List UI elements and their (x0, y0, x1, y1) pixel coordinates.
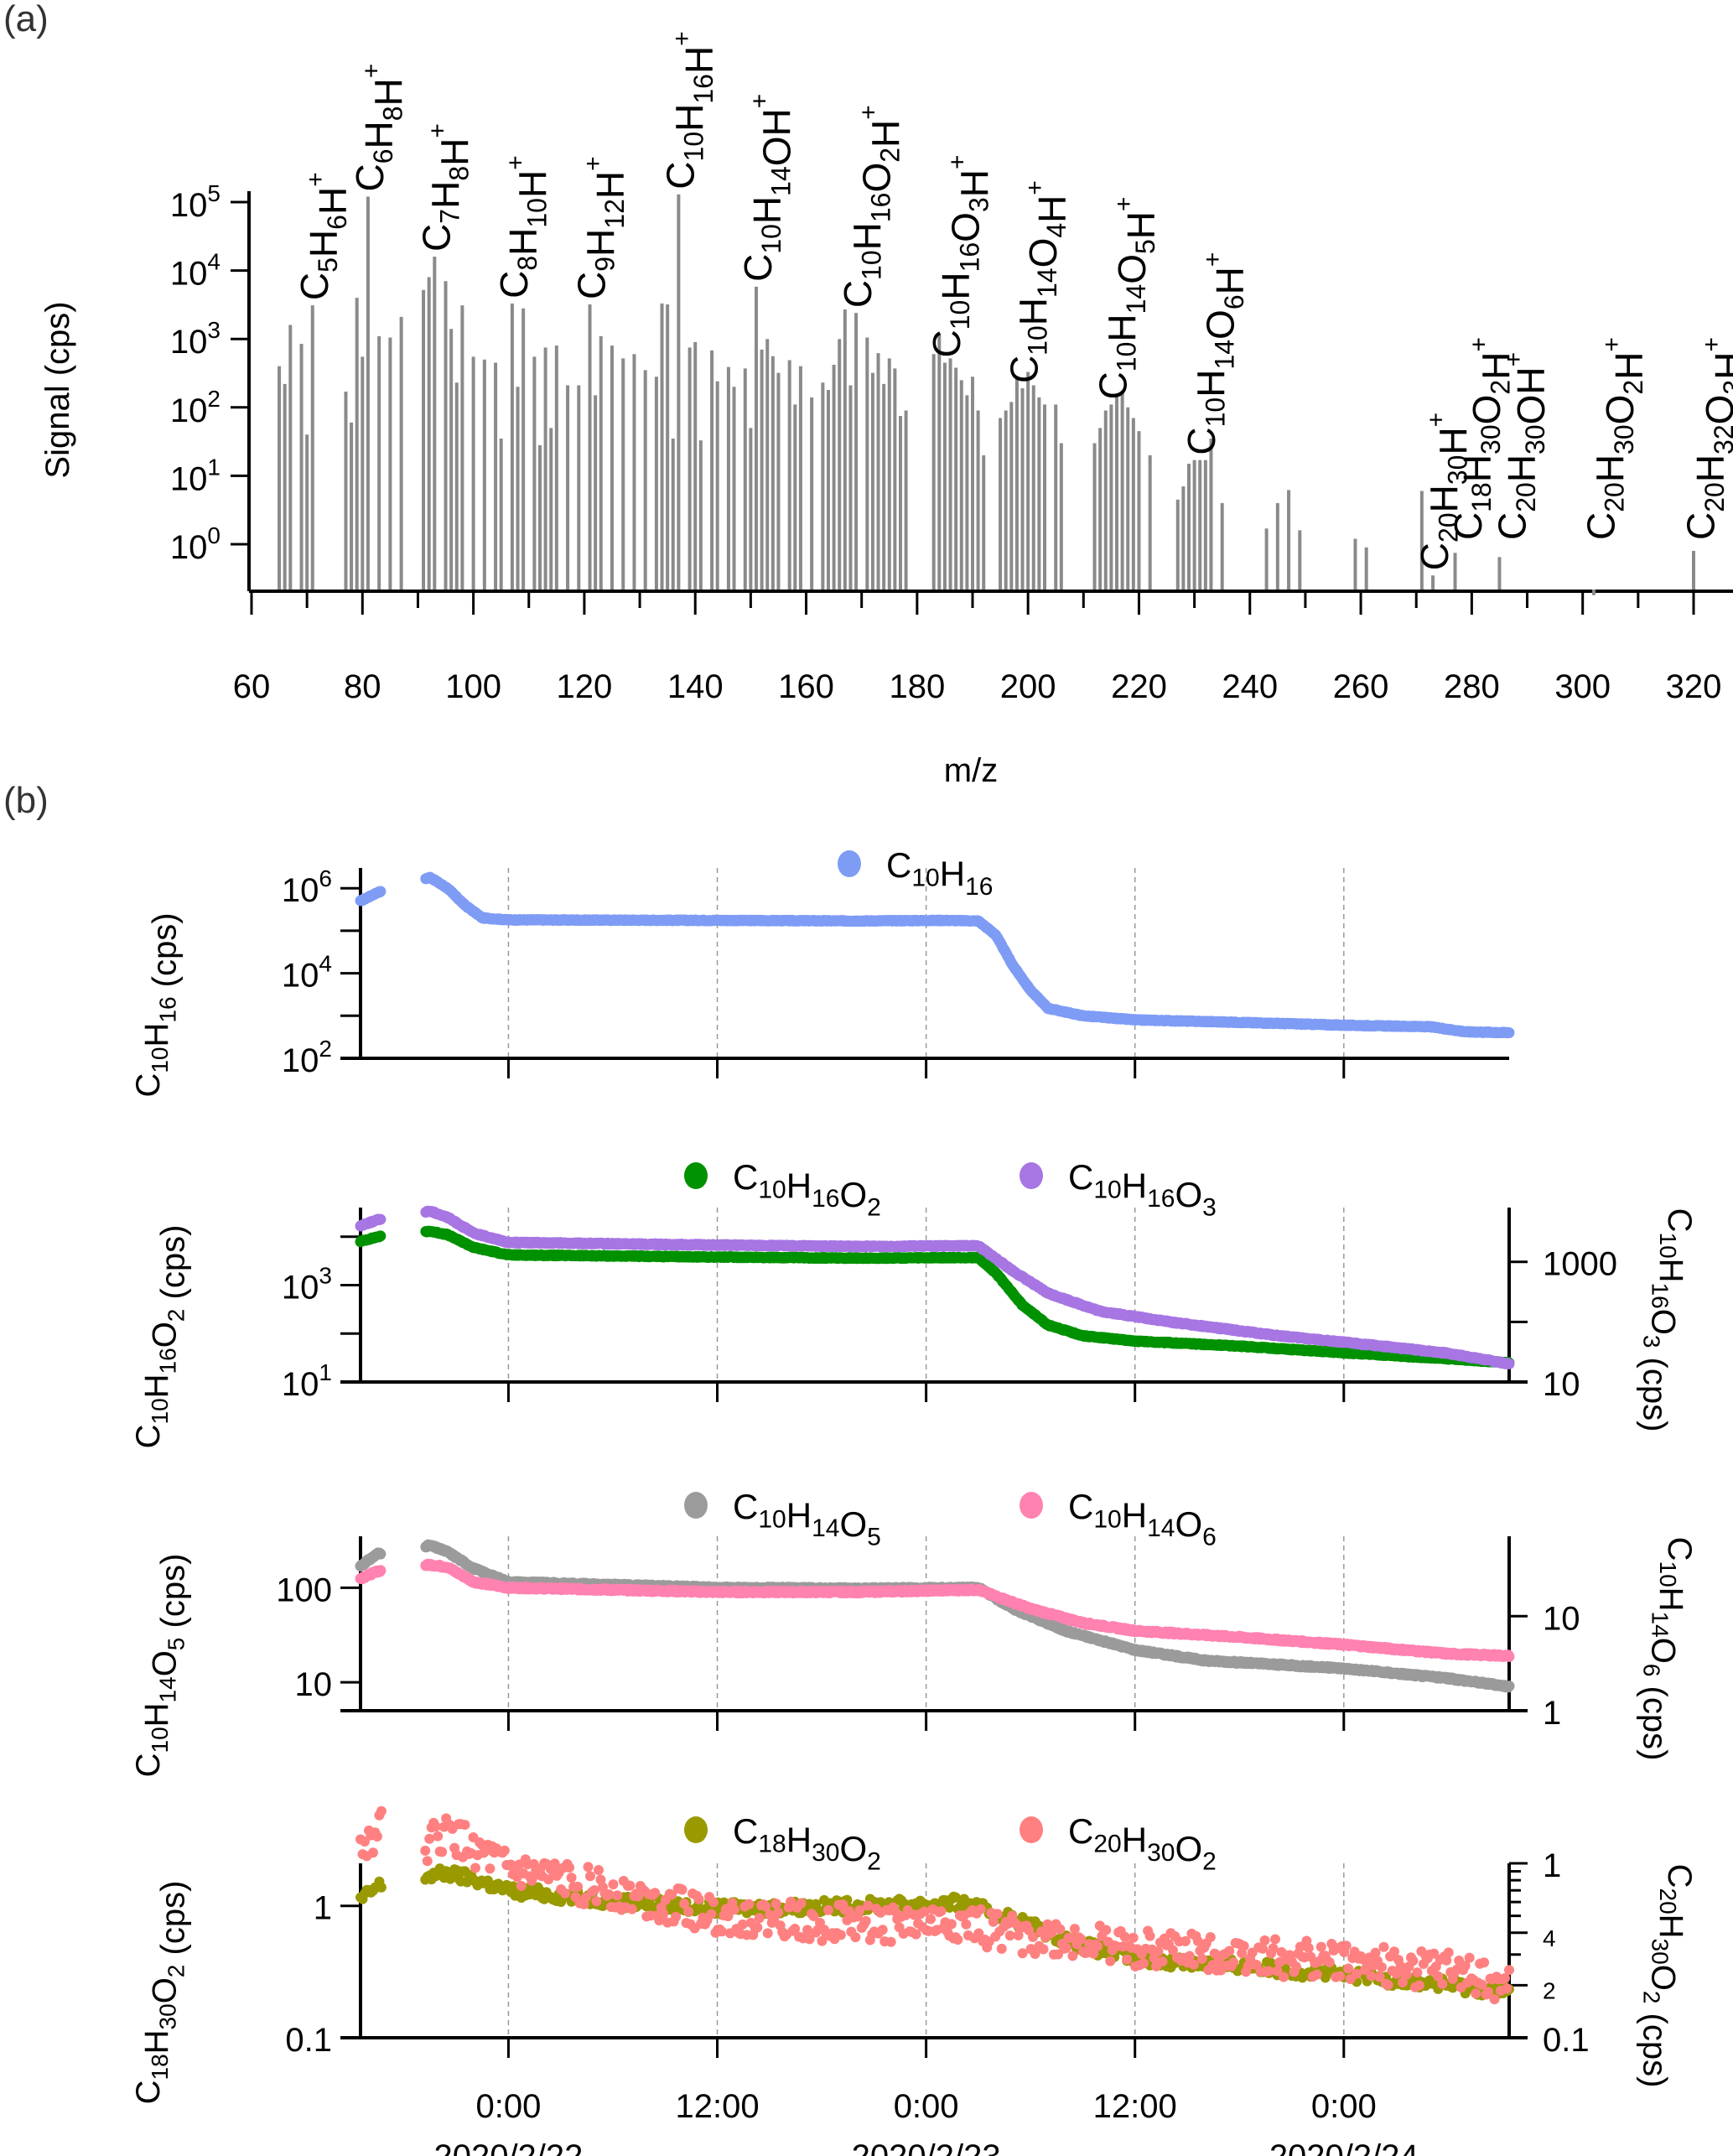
legend-marker (684, 1162, 708, 1189)
timeseries-panel-2: 103 101 1000 10 C10H16O2 (cps) C10H16O3 (cps)… (130, 1157, 1698, 1448)
y-tick-label-left: 100 (276, 1572, 332, 1608)
peak-annotation: C20H30H+ (1413, 413, 1475, 570)
mass-spectrum-plot: 105 104 103 102 101 100 60 80 100 120 140 160 180 200… (39, 31, 1733, 789)
panel-label-a: (a) (3, 0, 49, 39)
series-C10H16O3 (355, 1205, 1515, 1369)
y-tick-label: 101 (170, 454, 221, 497)
left-axis-title: C10H16O2 (cps) (130, 1225, 191, 1449)
legend-label: C10H16 (886, 845, 993, 901)
x-tick-label: 220 (1111, 668, 1167, 705)
peak-annotation: C20H32O3H+ (1679, 337, 1733, 540)
peak-annotation: C10H14O4H+ (1003, 180, 1075, 383)
y-tick-label: 104 (170, 249, 221, 293)
x-tick-label: 60 (233, 668, 271, 705)
y-tick-label-right: 1000 (1543, 1246, 1617, 1283)
y-tick-label-right: 1 (1543, 1695, 1561, 1732)
y-tick-label: 100 (170, 522, 221, 566)
legend-marker (838, 850, 861, 877)
x-tick-label: 300 (1554, 668, 1611, 705)
legend-marker (1020, 1162, 1043, 1189)
x-tick-label: 280 (1444, 668, 1500, 705)
series-C10H16O2 (355, 1225, 1515, 1369)
data-point (375, 1213, 387, 1225)
y-tick-label-left: 103 (282, 1263, 332, 1307)
left-axis-title: C10H14O5 (cps) (130, 1554, 191, 1778)
y-tick-label-left: 104 (282, 951, 332, 995)
x-tick-label: 240 (1222, 668, 1278, 705)
x-tick-label: 200 (1000, 668, 1056, 705)
peak-annotation: C18H30O2H+ (1446, 337, 1518, 540)
peak-annotation: C20H30OH+ (1491, 352, 1553, 540)
peak-annotation: C20H30O2H+ (1580, 337, 1652, 540)
x-tick-label: 140 (667, 668, 724, 705)
peak-annotation: C10H16O2H+ (836, 105, 908, 308)
y-tick-label-left: 102 (282, 1036, 332, 1079)
x-axis-title: m/z (944, 752, 998, 789)
peak-annotation: C10H16O3H+ (925, 154, 997, 357)
peak-annotation: C10H14O5H+ (1091, 196, 1163, 399)
peak-annotation: C7H8H+ (414, 123, 476, 252)
timeseries-panel-1: 106 104 102 C10H16 (cps) C10H16 (130, 845, 1515, 1098)
data-point (375, 1548, 387, 1560)
legend-label: C10H16O2 (733, 1157, 881, 1222)
y-tick-label-right: 10 (1543, 1600, 1580, 1637)
series-C10H16 (355, 871, 1515, 1039)
y-tick-label-left: 101 (282, 1359, 332, 1403)
right-axis-title: C10H14O6 (cps) (1637, 1537, 1698, 1761)
data-point (1503, 1358, 1515, 1369)
y-tick-label: 103 (170, 317, 221, 361)
x-tick-label: 160 (778, 668, 834, 705)
y-tick-label: 105 (170, 180, 221, 224)
x-tick-label: 180 (889, 668, 945, 705)
left-axis-title: C10H16 (cps) (130, 912, 184, 1097)
right-axis-title: C10H16O3 (cps) (1637, 1208, 1698, 1432)
peak-annotation: C6H8H+ (348, 64, 410, 192)
x-tick-label: 80 (344, 668, 381, 705)
peak-annotation: C9H12H+ (570, 156, 632, 299)
data-point (375, 886, 387, 897)
peak-annotation: C10H14O6H+ (1180, 252, 1252, 455)
x-tick-label: 120 (557, 668, 613, 705)
panel-label-b: (b) (3, 780, 49, 821)
y-tick-label-left: 106 (282, 865, 332, 909)
data-point (1503, 1027, 1515, 1039)
peak-annotation: C5H6H+ (293, 172, 355, 300)
series-C10H14O5 (355, 1539, 1515, 1693)
x-tick-label: 260 (1333, 668, 1389, 705)
y-tick-label-right: 10 (1543, 1366, 1580, 1403)
data-point (375, 1230, 387, 1242)
y-axis-title: Signal (cps) (39, 301, 76, 478)
y-tick-label: 102 (170, 386, 221, 429)
y-tick-label-left: 10 (295, 1666, 333, 1703)
x-tick-label: 320 (1666, 668, 1722, 705)
peak-annotation: C10H16H+ (658, 31, 720, 189)
legend-label: C10H16O3 (1068, 1157, 1217, 1222)
x-tick-label: 100 (445, 668, 501, 705)
peak-annotation: C10H14OH+ (736, 94, 798, 282)
peak-annotation: C8H10H+ (492, 155, 554, 299)
